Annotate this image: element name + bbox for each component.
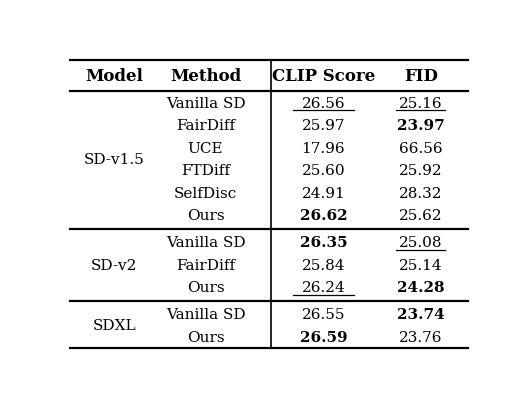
Text: Ours: Ours xyxy=(187,330,224,344)
Text: SelfDisc: SelfDisc xyxy=(174,186,237,200)
Text: Ours: Ours xyxy=(187,281,224,294)
Text: 25.08: 25.08 xyxy=(399,236,443,249)
Text: 24.91: 24.91 xyxy=(301,186,345,200)
Text: SD-v2: SD-v2 xyxy=(91,258,137,272)
Text: Model: Model xyxy=(85,68,143,85)
Text: 26.35: 26.35 xyxy=(300,236,347,249)
Text: 26.59: 26.59 xyxy=(300,330,347,344)
Text: SDXL: SDXL xyxy=(92,319,136,333)
Text: UCE: UCE xyxy=(188,141,223,156)
Text: 24.28: 24.28 xyxy=(397,281,445,294)
Text: 26.55: 26.55 xyxy=(302,307,345,321)
Text: 25.92: 25.92 xyxy=(399,164,443,178)
Text: 26.24: 26.24 xyxy=(301,281,345,294)
Text: FairDiff: FairDiff xyxy=(176,258,235,272)
Text: Method: Method xyxy=(170,68,241,85)
Text: 66.56: 66.56 xyxy=(399,141,443,156)
Text: 23.97: 23.97 xyxy=(397,119,445,133)
Text: 25.16: 25.16 xyxy=(399,96,443,111)
Text: 25.84: 25.84 xyxy=(302,258,345,272)
Text: 23.74: 23.74 xyxy=(397,307,445,321)
Text: FID: FID xyxy=(404,68,438,85)
Text: 17.96: 17.96 xyxy=(301,141,345,156)
Text: 28.32: 28.32 xyxy=(399,186,443,200)
Text: Vanilla SD: Vanilla SD xyxy=(166,96,245,111)
Text: 25.60: 25.60 xyxy=(301,164,345,178)
Text: 25.97: 25.97 xyxy=(302,119,345,133)
Text: 26.56: 26.56 xyxy=(301,96,345,111)
Text: 23.76: 23.76 xyxy=(399,330,443,344)
Text: SD-v1.5: SD-v1.5 xyxy=(84,153,145,166)
Text: Ours: Ours xyxy=(187,209,224,223)
Text: Vanilla SD: Vanilla SD xyxy=(166,307,245,321)
Text: 25.62: 25.62 xyxy=(399,209,443,223)
Text: Vanilla SD: Vanilla SD xyxy=(166,236,245,249)
Text: CLIP Score: CLIP Score xyxy=(272,68,375,85)
Text: FTDiff: FTDiff xyxy=(181,164,230,178)
Text: 25.14: 25.14 xyxy=(399,258,443,272)
Text: FairDiff: FairDiff xyxy=(176,119,235,133)
Text: 26.62: 26.62 xyxy=(300,209,347,223)
